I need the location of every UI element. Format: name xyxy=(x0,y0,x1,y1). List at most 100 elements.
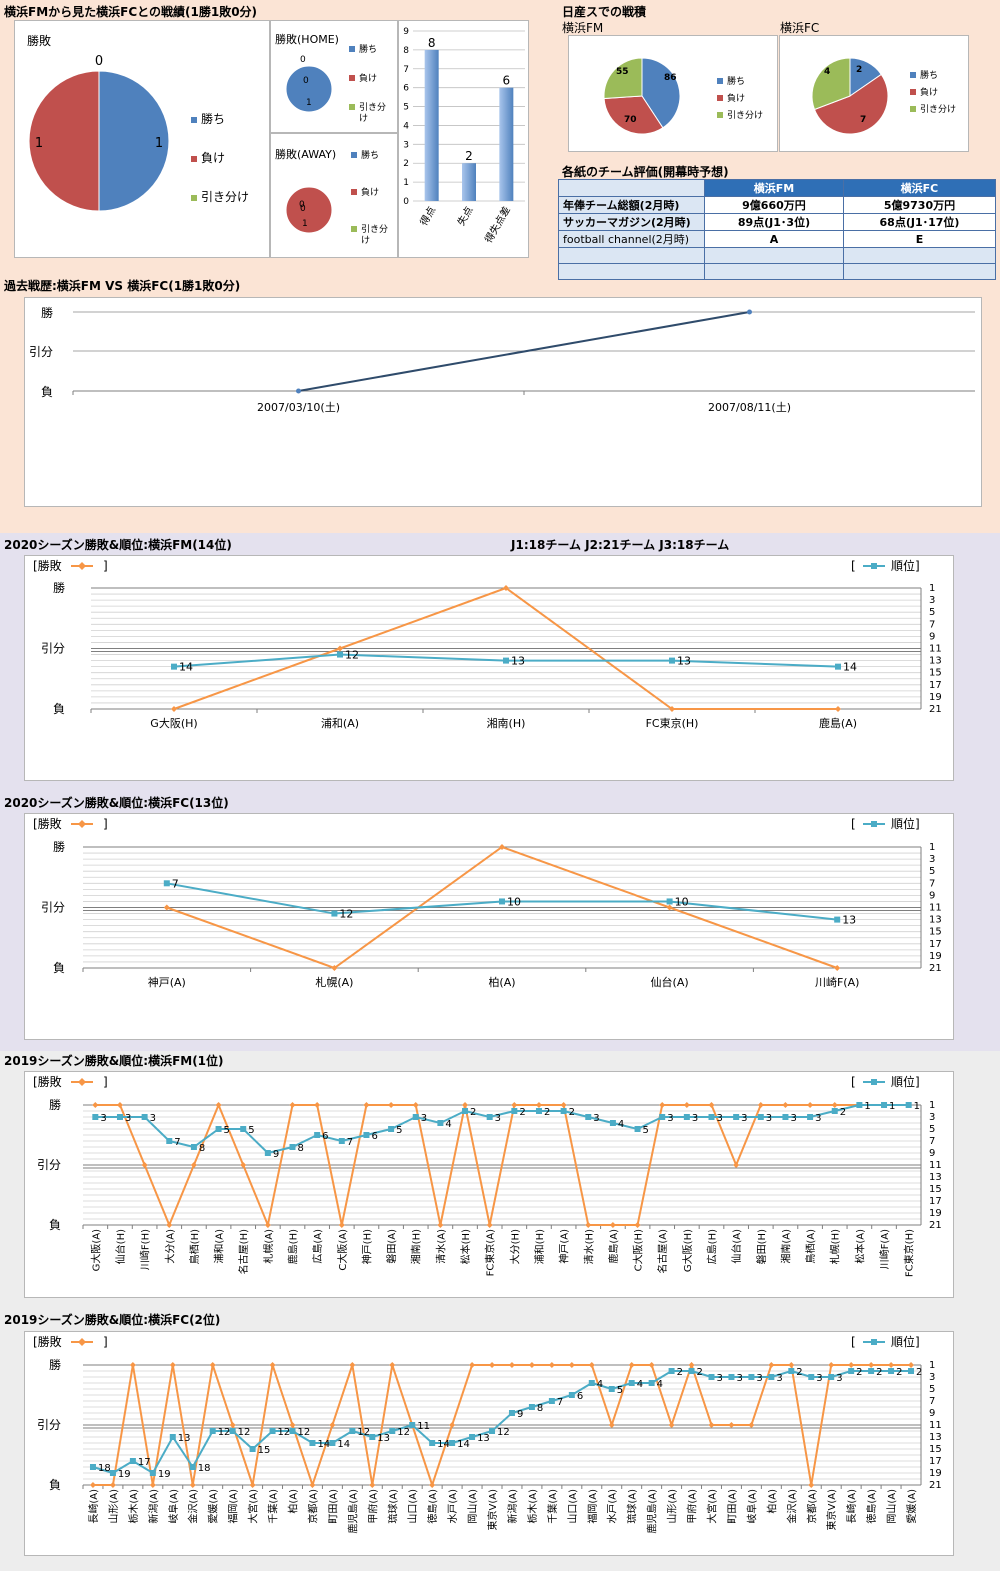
rank-tick-label: 9 xyxy=(929,1148,935,1159)
chart-fc2019-panel: [勝敗][順位] 1 3 5 7 9 11 13 15 17 19 21 勝引分負長崎(A) 山形(A) 栃… xyxy=(24,1331,954,1556)
rank-value-label: 3 xyxy=(421,1113,427,1124)
evaluation-fc-value: 68点(J1･17位) xyxy=(842,213,997,231)
rank-point xyxy=(548,1398,555,1404)
result-level-label: 引分 xyxy=(37,1418,61,1432)
head-to-head-title: 横浜FMから見た横浜FCとの戦績(1勝1敗0分) xyxy=(4,5,258,19)
x-category-label: 新潟(A) xyxy=(147,1489,160,1524)
result-point xyxy=(388,1102,395,1108)
rank-point xyxy=(768,1374,775,1380)
x-category-label: 山口(A) xyxy=(567,1489,579,1524)
x-category-label: 札幌(H) xyxy=(829,1229,842,1264)
pie-value-loss: 1 xyxy=(302,219,308,229)
rank-tick-label: 21 xyxy=(929,704,942,715)
rank-tick-label: 3 xyxy=(929,1372,935,1383)
rank-point xyxy=(782,1114,789,1120)
rank-value-label: 10 xyxy=(675,895,689,908)
goals-tick-label: 3 xyxy=(403,140,409,150)
x-category-label: 金沢(A) xyxy=(187,1489,200,1524)
result-point xyxy=(190,1162,197,1168)
nissan-fc-panel: 2 7 4 勝ち 負け 引き分け xyxy=(779,35,969,152)
rank-value-label: 18 xyxy=(198,1463,211,1474)
rank-legend-open: [ xyxy=(851,1335,856,1349)
rank-tick-label: 15 xyxy=(929,668,942,679)
x-category-label: 栃木(A) xyxy=(127,1489,140,1524)
evaluation-row: football channel(2月時) A E xyxy=(558,230,997,248)
rank-point xyxy=(141,1114,148,1120)
legend-label-loss: 負け xyxy=(920,86,938,98)
legend-swatch-loss xyxy=(910,89,916,95)
rank-value-label: 12 xyxy=(278,1427,291,1438)
pie-value-loss: 70 xyxy=(624,115,637,125)
goals-tick-label: 2 xyxy=(403,159,409,169)
x-category-label: 札幌(A) xyxy=(262,1229,275,1264)
rank-point xyxy=(499,898,505,905)
result-point xyxy=(560,1102,567,1108)
rank-point xyxy=(808,1374,815,1380)
result-level-label: 負 xyxy=(49,1218,61,1232)
rank-tick-label: 1 xyxy=(929,1100,935,1111)
chart-fc2020-title: 2020シーズン勝敗&順位:横浜FC(13位) xyxy=(4,796,229,810)
x-category-label: 徳島(A) xyxy=(426,1489,439,1524)
legend-label-loss: 負け xyxy=(727,92,745,104)
result-point xyxy=(708,1102,715,1108)
rank-tick-label: 13 xyxy=(929,1172,942,1183)
rank-point xyxy=(409,1422,416,1428)
rank-value-label: 5 xyxy=(396,1125,402,1136)
rank-value-label: 14 xyxy=(179,661,193,674)
rank-legend-marker xyxy=(871,563,877,569)
rank-point xyxy=(668,1368,675,1374)
rank-value-label: 3 xyxy=(776,1373,782,1384)
evaluation-row-label: 年俸チーム総額(2月時) xyxy=(558,196,705,214)
x-category-label: 山形(A) xyxy=(108,1489,120,1524)
x-category-label: FC東京(A) xyxy=(484,1229,497,1276)
result-point xyxy=(528,1362,535,1368)
x-category-label: 仙台(H) xyxy=(114,1229,127,1264)
rank-legend-label: 順位] xyxy=(891,1074,920,1089)
nissan-fc-pie-slice-loss xyxy=(813,73,889,135)
rank-point xyxy=(856,1102,863,1108)
legend-label-win: 勝ち xyxy=(359,43,377,55)
result-point xyxy=(888,1362,895,1368)
total-pie-slice-loss xyxy=(28,70,100,212)
rank-point xyxy=(163,880,170,887)
x-category-label: 川崎F(A) xyxy=(815,975,859,989)
legend-swatch-draw xyxy=(717,112,723,118)
result-point xyxy=(669,706,675,712)
rank-value-label: 5 xyxy=(248,1125,254,1136)
rank-tick-label: 1 xyxy=(929,842,935,853)
result-legend-close: ] xyxy=(103,817,108,831)
result-point xyxy=(757,1102,764,1108)
x-category-label: 湘南(H) xyxy=(487,716,526,730)
rank-point xyxy=(757,1114,764,1120)
result-line xyxy=(92,1361,912,1489)
result-point xyxy=(683,1102,690,1108)
rank-point xyxy=(888,1368,895,1374)
evaluation-row-label: football channel(2月時) xyxy=(558,230,705,248)
rank-value-label: 1 xyxy=(889,1101,895,1112)
rank-point xyxy=(535,1108,542,1114)
rank-legend-open: [ xyxy=(851,817,856,831)
result-point xyxy=(535,1102,542,1108)
rank-tick-label: 7 xyxy=(929,1396,935,1407)
rank-point xyxy=(363,1132,370,1138)
result-point xyxy=(728,1422,735,1428)
pie-value-win: 1 xyxy=(155,136,163,151)
chart-fm2020-panel: [勝敗][順位] 1 3 5 7 9 11 13 15 17 19 21 勝引分負 G大阪(H) 浦和(A)… xyxy=(24,555,954,781)
rank-value-label: 8 xyxy=(537,1403,543,1414)
rank-value-label: 2 xyxy=(856,1367,862,1378)
legend-label-win: 勝ち xyxy=(361,149,379,161)
rank-point xyxy=(683,1114,690,1120)
rank-point xyxy=(169,1434,176,1440)
rank-point xyxy=(289,1144,296,1150)
x-category-label: 湘南(A) xyxy=(779,1229,792,1264)
result-point xyxy=(568,1362,575,1368)
x-category-label: 鳥栖(H) xyxy=(188,1229,201,1264)
rank-value-label: 13 xyxy=(377,1433,390,1444)
result-legend-close: ] xyxy=(103,1335,108,1349)
rank-point xyxy=(881,1102,888,1108)
legend-label-draw: 引き分け xyxy=(201,190,249,204)
x-category-label: 川崎F(A) xyxy=(878,1229,891,1269)
